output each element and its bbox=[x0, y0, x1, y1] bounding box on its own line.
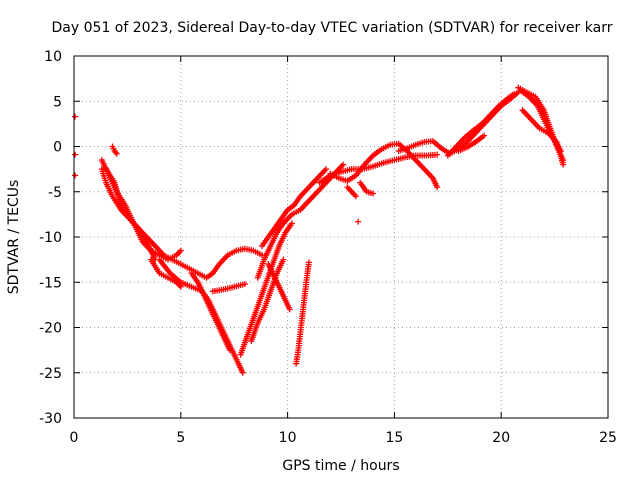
data-point bbox=[305, 259, 312, 266]
data-point bbox=[72, 151, 79, 158]
y-tick-label: -30 bbox=[39, 411, 62, 427]
data-point bbox=[72, 172, 79, 179]
data-point bbox=[370, 190, 377, 197]
data-point bbox=[340, 161, 347, 168]
data-point bbox=[560, 161, 567, 168]
y-tick-label: 10 bbox=[44, 49, 62, 65]
grid bbox=[74, 56, 608, 418]
x-tick-label: 10 bbox=[279, 430, 297, 446]
y-tick-label: -20 bbox=[39, 321, 62, 337]
x-tick-label: 5 bbox=[176, 430, 185, 446]
x-tick-label: 25 bbox=[599, 430, 617, 446]
data-point bbox=[239, 369, 246, 376]
y-tick-label: 0 bbox=[53, 140, 62, 156]
data-point bbox=[226, 347, 233, 354]
x-tick-label: 20 bbox=[492, 430, 510, 446]
data-point bbox=[113, 150, 120, 157]
data-point bbox=[72, 113, 79, 120]
data-point bbox=[288, 220, 295, 227]
y-tick-label: -15 bbox=[39, 275, 62, 291]
data-point bbox=[323, 166, 330, 173]
x-tick-label: 15 bbox=[385, 430, 403, 446]
data-point bbox=[286, 306, 293, 313]
axis-ticks: 0 5 10 15 20 25 10 5 0 -5 -10 -15 -20 -25 -30 bbox=[39, 49, 617, 446]
y-axis-label: SDTVAR / TECUs bbox=[6, 180, 22, 295]
x-tick-label: 0 bbox=[70, 430, 79, 446]
y-tick-label: -5 bbox=[48, 185, 62, 201]
data-point bbox=[241, 281, 248, 288]
y-tick-label: 5 bbox=[53, 94, 62, 110]
data-point bbox=[434, 184, 441, 191]
x-axis-label: GPS time / hours bbox=[282, 458, 399, 474]
data-points bbox=[72, 84, 567, 376]
data-point bbox=[352, 193, 359, 200]
y-tick-label: -10 bbox=[39, 230, 62, 246]
chart-title: Day 051 of 2023, Sidereal Day-to-day VTE… bbox=[52, 20, 613, 36]
data-point bbox=[511, 91, 518, 98]
y-tick-label: -25 bbox=[39, 366, 62, 382]
data-point bbox=[355, 218, 362, 225]
data-point bbox=[177, 247, 184, 254]
data-point bbox=[434, 151, 441, 158]
data-point bbox=[280, 256, 287, 263]
data-point bbox=[481, 132, 488, 139]
